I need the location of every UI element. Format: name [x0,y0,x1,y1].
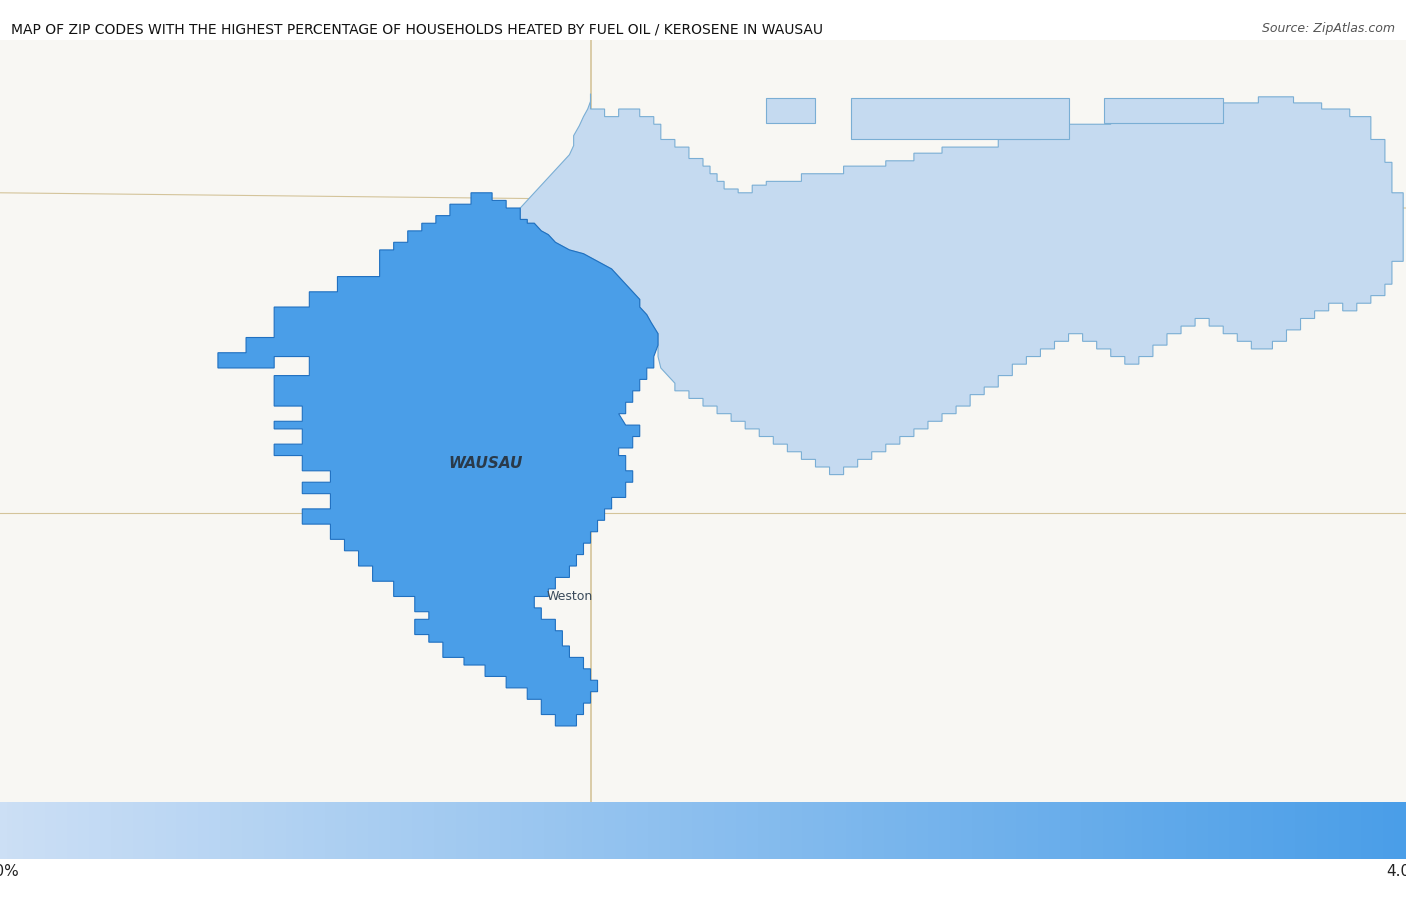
Text: WAUSAU: WAUSAU [449,456,522,471]
Text: Source: ZipAtlas.com: Source: ZipAtlas.com [1261,22,1395,35]
Text: MAP OF ZIP CODES WITH THE HIGHEST PERCENTAGE OF HOUSEHOLDS HEATED BY FUEL OIL / : MAP OF ZIP CODES WITH THE HIGHEST PERCEN… [11,22,824,37]
Polygon shape [1104,98,1223,123]
Polygon shape [851,98,1069,139]
Polygon shape [218,192,658,726]
Text: Weston: Weston [547,590,592,603]
Polygon shape [766,98,815,123]
Polygon shape [520,93,1403,475]
